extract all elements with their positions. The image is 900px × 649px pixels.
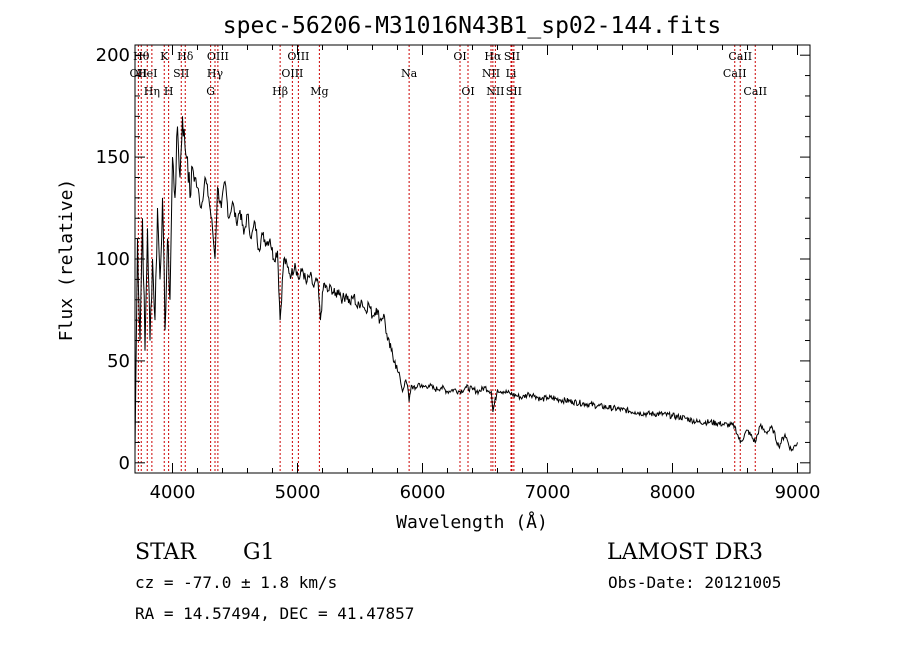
x-tick-label-5: 9000	[775, 482, 821, 503]
flux-series-line	[134, 116, 798, 453]
line-label-21: Li	[506, 67, 517, 80]
line-label-24: CaII	[723, 67, 747, 80]
radec-text: RA = 14.57494, DEC = 41.47857	[135, 604, 415, 623]
plot-frame	[134, 44, 811, 474]
y-axis-label: Flux (relative)	[56, 179, 77, 342]
line-label-7: Hδ	[177, 50, 194, 63]
x-tick-label-4: 8000	[650, 482, 696, 503]
line-label-22: SII	[504, 50, 520, 63]
line-label-20: NII	[486, 85, 504, 98]
line-label-15: Na	[401, 67, 418, 80]
line-label-19: Hα	[484, 50, 502, 63]
line-label-3: K	[160, 50, 169, 63]
line-label-17: OI	[461, 85, 474, 98]
y-tick-label-0: 0	[119, 453, 130, 474]
line-label-6: SII	[173, 67, 189, 80]
line-label-9: Hγ	[207, 67, 224, 80]
chart-title: spec-56206-M31016N43B1_sp02-144.fits	[223, 13, 722, 39]
line-label-18: NII	[482, 67, 500, 80]
line-label-2: HeI	[137, 67, 157, 80]
x-tick-label-1: 5000	[275, 482, 321, 503]
line-label-11: Hβ	[272, 85, 288, 98]
line-label-12: OIII	[281, 67, 303, 80]
line-label-10: G	[206, 85, 215, 98]
line-label-25: CaII	[728, 50, 752, 63]
y-tick-label-4: 200	[96, 45, 130, 66]
y-tick-label-1: 50	[107, 351, 130, 372]
redshift-text: cz = -77.0 ± 1.8 km/s	[135, 573, 338, 592]
line-label-23: SII	[506, 85, 522, 98]
subclass-label: G1	[243, 540, 275, 565]
line-label-8: OIII	[207, 50, 229, 63]
x-tick-label-0: 4000	[150, 482, 196, 503]
class-label: STAR	[135, 540, 196, 565]
line-label-14: Mg	[310, 85, 328, 98]
x-axis-label: Wavelength (Å)	[396, 511, 548, 533]
x-tick-label-3: 7000	[525, 482, 571, 503]
x-tick-label-2: 6000	[400, 482, 446, 503]
obs-date-text: Obs-Date: 20121005	[608, 573, 782, 592]
line-label-4: Hη	[144, 85, 160, 98]
line-label-1: Hθ	[133, 50, 150, 63]
y-tick-label-2: 100	[96, 249, 130, 270]
line-label-26: CaII	[743, 85, 767, 98]
line-label-0: OII	[130, 67, 148, 80]
line-label-13: OIII	[287, 50, 309, 63]
line-label-16: OI	[453, 50, 466, 63]
survey-label: LAMOST DR3	[607, 540, 763, 565]
line-label-5: H	[164, 85, 174, 98]
y-tick-label-3: 150	[96, 147, 130, 168]
